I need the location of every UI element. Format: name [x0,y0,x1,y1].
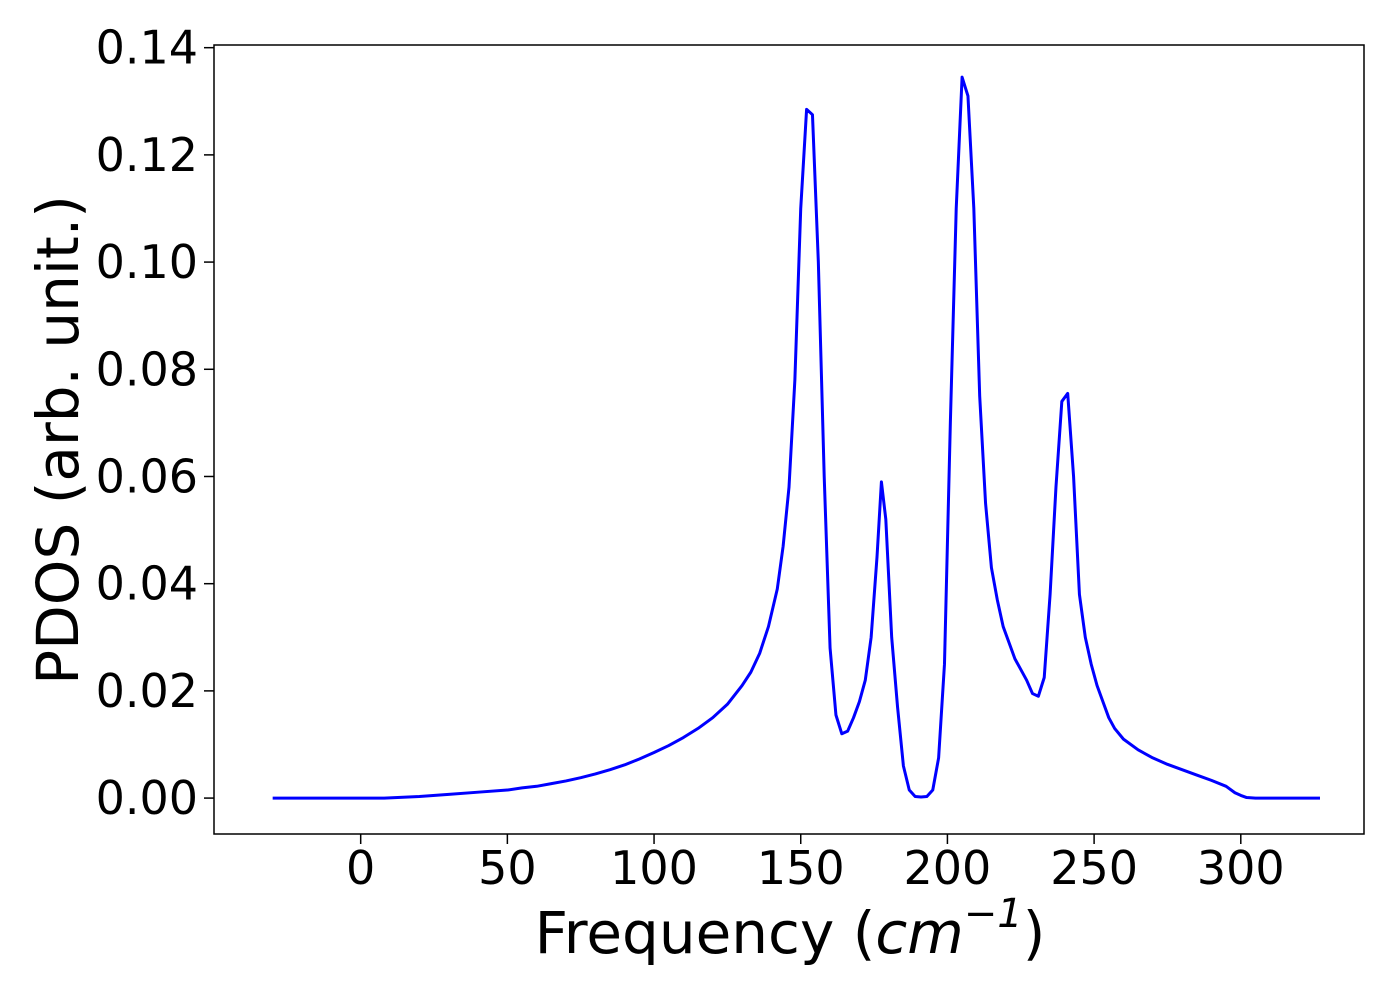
x-tick-label: 100 [610,841,698,895]
y-tick-label: 0.02 [96,664,198,718]
x-tick-label: 0 [346,841,375,895]
x-axis-label: Frequency (cm−1) [535,891,1046,967]
y-tick-label: 0.06 [96,449,198,503]
x-tick-label: 300 [1197,841,1285,895]
y-axis-label: PDOS (arb. unit.) [24,195,92,685]
series-line-0 [272,75,1320,800]
y-tick-label: 0.14 [96,21,198,75]
x-tick-label: 200 [904,841,992,895]
x-tick-label: 250 [1050,841,1138,895]
x-tick-label: 150 [757,841,845,895]
x-tick-label: 50 [478,841,537,895]
axis-ticks: 0 50 100 150 200 250 300 0.00 0.02 0.04 0.06 0.08 0.… [96,21,1285,895]
y-tick-label: 0.00 [96,771,198,825]
plot-frame [213,44,1365,835]
y-tick-label: 0.12 [96,128,198,182]
y-tick-label: 0.10 [96,235,198,289]
y-tick-label: 0.04 [96,557,198,611]
plot-area [272,75,1320,800]
y-tick-label: 0.08 [96,342,198,396]
